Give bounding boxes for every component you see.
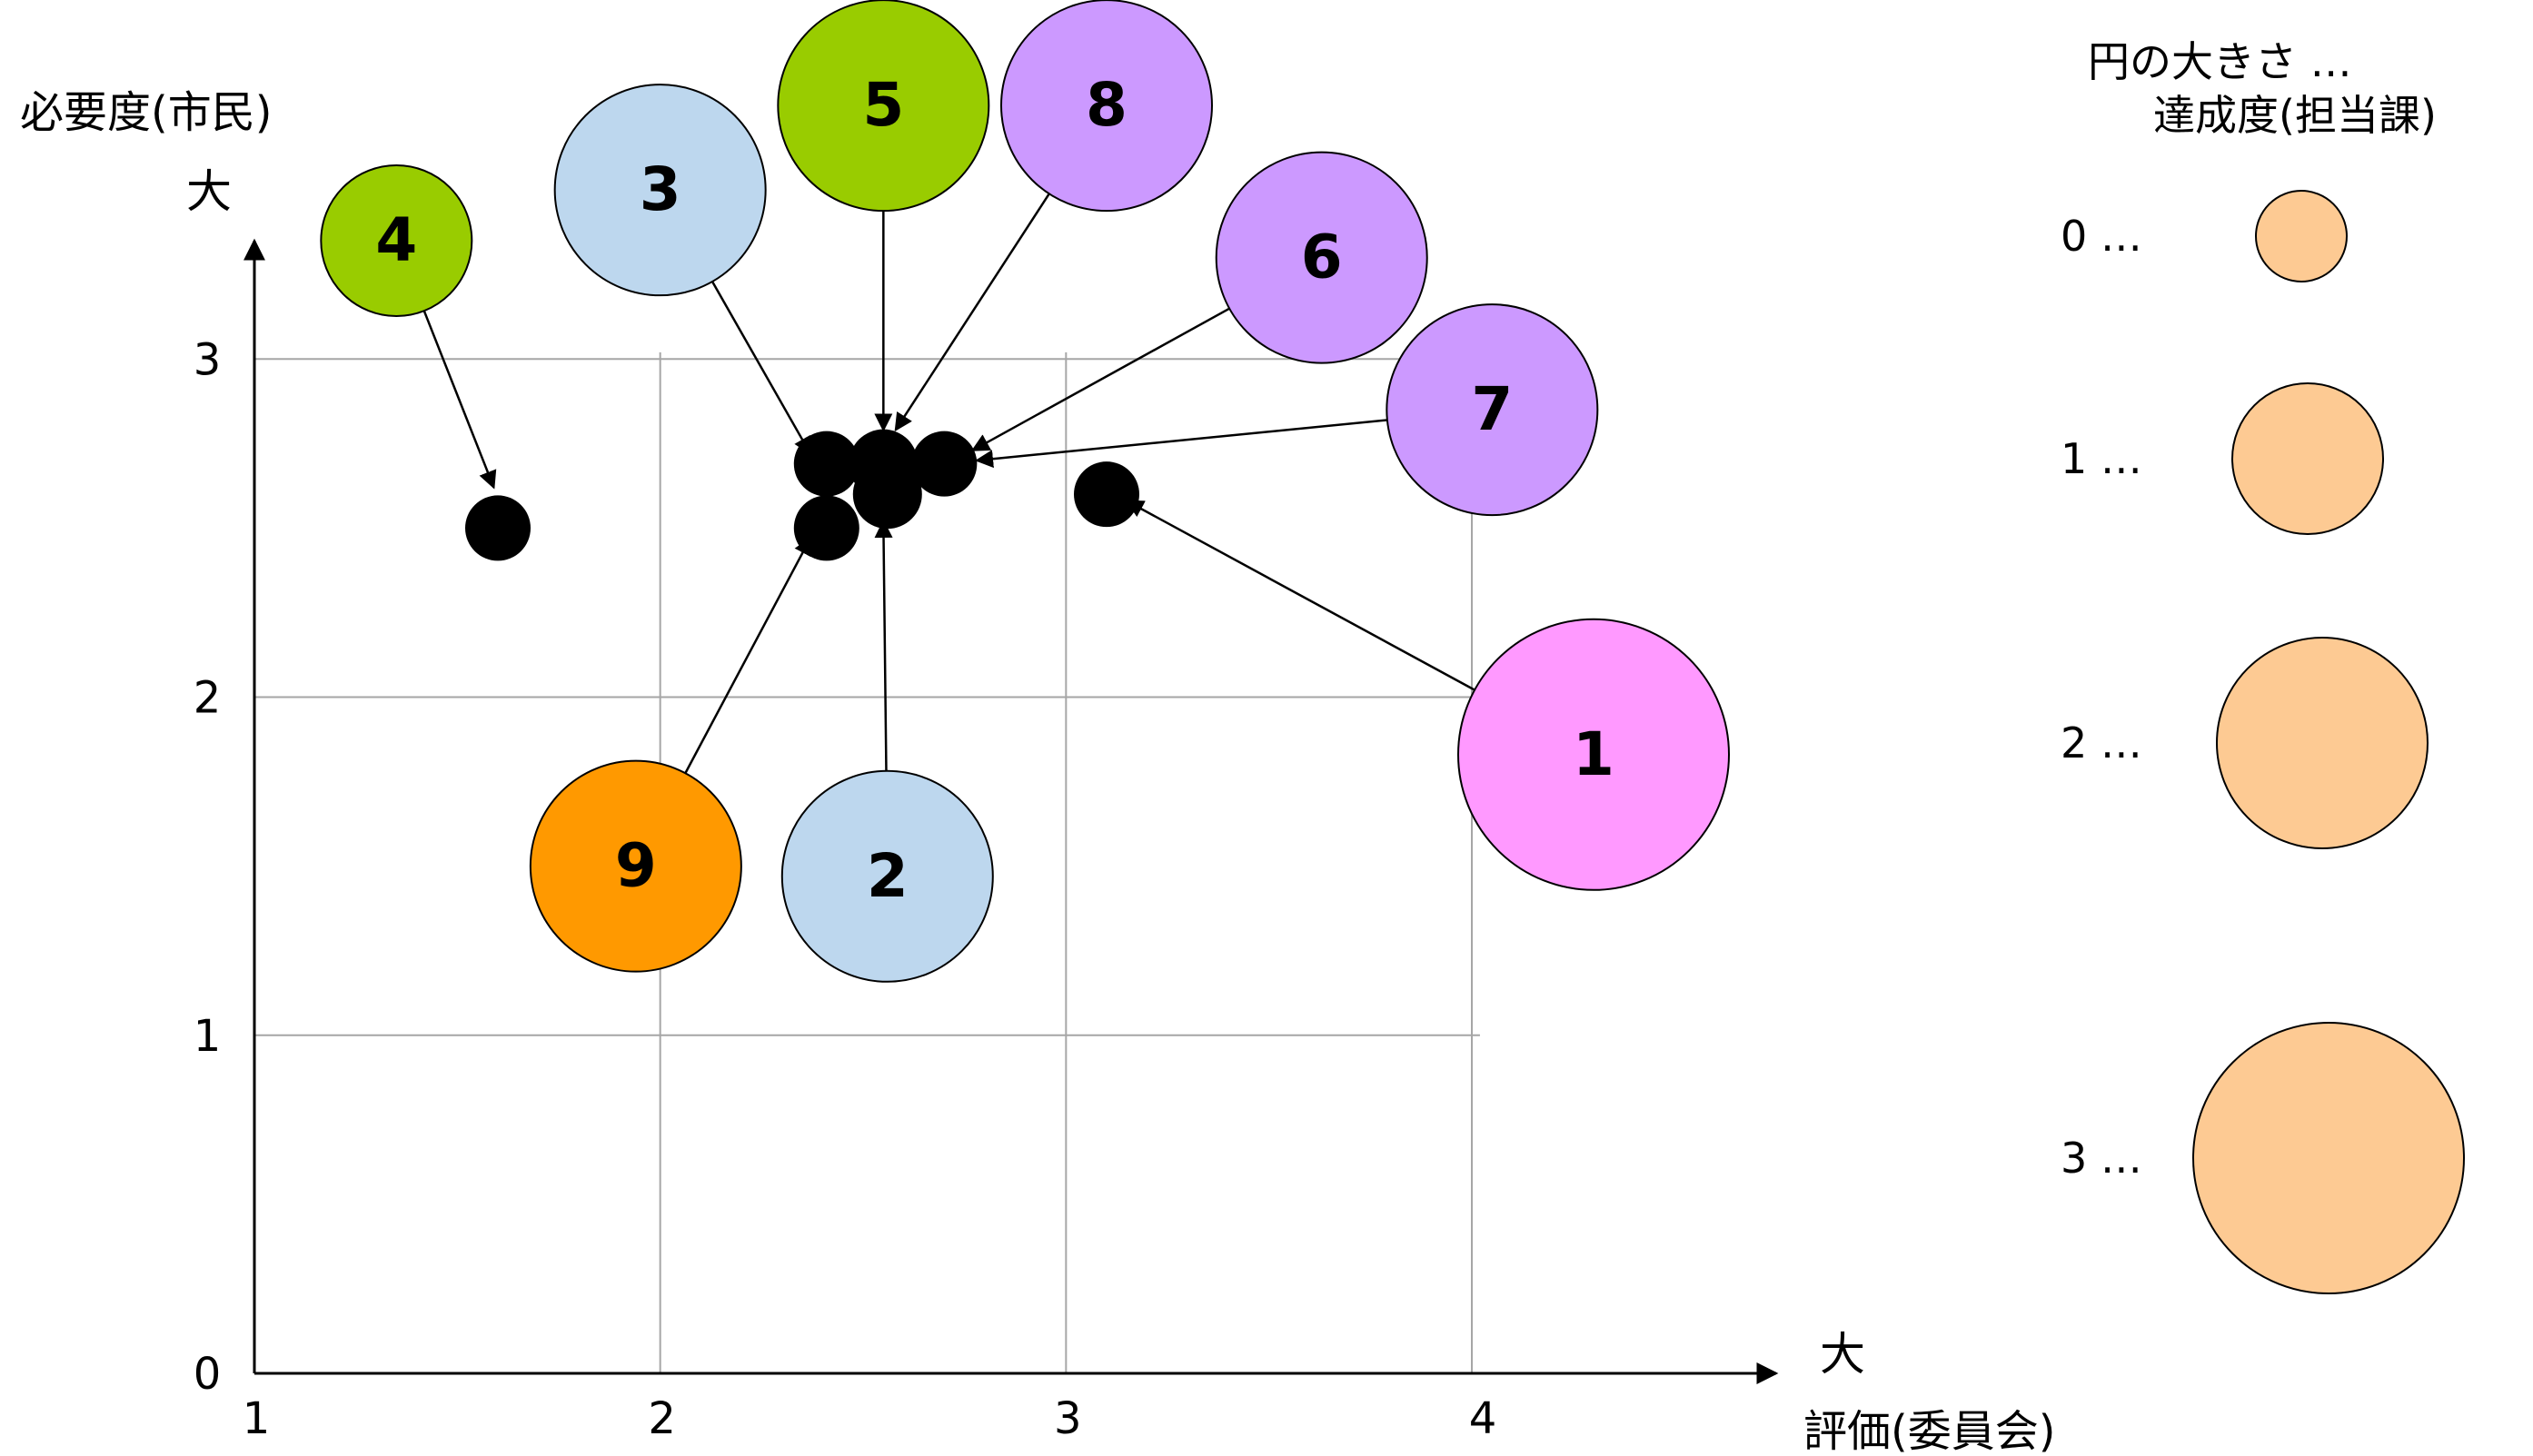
legend-item-label: 2 … — [2061, 718, 2142, 768]
x-tick-label: 3 — [1054, 1393, 1082, 1444]
legend-item-label: 0 … — [2061, 212, 2142, 261]
y-tick-label: 1 — [194, 1011, 222, 1062]
data-point — [911, 431, 978, 497]
x-tick-label: 4 — [1469, 1393, 1497, 1444]
arrow — [684, 536, 812, 774]
y-tick-label: 0 — [194, 1349, 222, 1400]
y-axis-title: 必要度(市民) — [20, 87, 272, 138]
bubble — [553, 84, 767, 297]
legend-item-circle — [2255, 190, 2348, 282]
bubble — [1457, 618, 1730, 891]
bubble — [777, 0, 990, 213]
bubble-label: 3 — [640, 154, 681, 224]
data-point — [852, 460, 922, 530]
legend-items: 0 … 1 … 2 … 3 … — [2061, 190, 2465, 1294]
x-tick-label: 1 — [243, 1393, 271, 1444]
y-tick-label: 2 — [194, 673, 222, 724]
legend-item-label: 1 … — [2061, 434, 2142, 483]
grid — [254, 352, 1480, 1373]
bubble — [780, 769, 994, 983]
bubble — [529, 759, 742, 973]
bubble — [1215, 151, 1428, 364]
bubble-label: 8 — [1086, 70, 1127, 140]
bubble-label: 1 — [1573, 719, 1614, 789]
axes — [243, 238, 1779, 1384]
y-axis-end-label: 大 — [186, 165, 232, 218]
arrow — [894, 193, 1050, 432]
arrow — [874, 519, 893, 771]
arrow — [1125, 500, 1475, 691]
bubble — [1000, 0, 1213, 213]
bubble-label: 9 — [615, 831, 657, 901]
bubble — [320, 164, 473, 317]
bubble-label: 6 — [1301, 223, 1343, 292]
legend-item-circle — [2192, 1022, 2465, 1294]
bubbles: 1 2 3 4 5 6 7 8 9 — [320, 0, 1730, 983]
data-point — [1074, 461, 1139, 528]
bubble-label: 4 — [375, 205, 417, 275]
legend-subtitle: 達成度(担当課) — [2153, 91, 2437, 140]
bubble — [1386, 303, 1599, 517]
arrow — [970, 307, 1230, 451]
x-axis-end-label: 大 — [1820, 1328, 1865, 1381]
arrows — [422, 193, 1475, 774]
arrow — [422, 310, 497, 490]
arrow — [710, 281, 812, 456]
y-tick-label: 3 — [194, 334, 222, 385]
legend-item-circle — [2216, 637, 2429, 849]
x-axis-title: 評価(委員会) — [1803, 1406, 2055, 1456]
legend-title: 円の大きさ … — [2088, 37, 2352, 86]
bubble-label: 2 — [867, 841, 909, 911]
legend: 円の大きさ … 達成度(担当課) 0 … 1 … 2 … 3 … — [2061, 37, 2465, 1294]
data-point — [465, 495, 531, 561]
arrow — [975, 419, 1388, 469]
bubble-label: 7 — [1471, 374, 1513, 444]
bubble-label: 5 — [862, 70, 904, 140]
data-points — [465, 429, 1139, 561]
legend-item-circle — [2231, 382, 2384, 535]
legend-item-label: 3 … — [2061, 1134, 2142, 1183]
x-tick-label: 2 — [648, 1393, 676, 1444]
